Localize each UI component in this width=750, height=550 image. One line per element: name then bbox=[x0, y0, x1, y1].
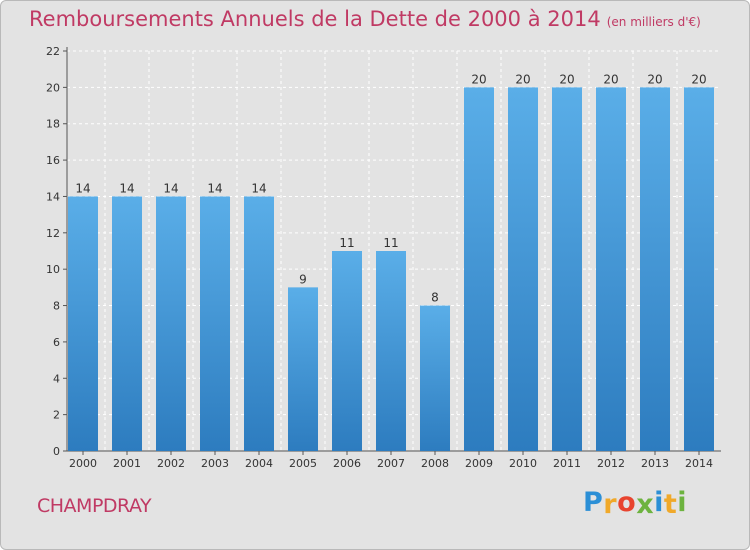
data-label-2005: 9 bbox=[299, 272, 307, 286]
y-tick-label: 18 bbox=[46, 118, 60, 131]
logo-letter: P bbox=[583, 487, 604, 518]
data-label-2011: 20 bbox=[559, 72, 574, 86]
y-tick-label: 12 bbox=[46, 227, 60, 240]
bar-2002 bbox=[156, 196, 186, 451]
bar-2013 bbox=[640, 87, 670, 451]
y-tick-label: 4 bbox=[53, 372, 60, 385]
data-label-2006: 11 bbox=[339, 236, 354, 250]
commune-name: CHAMPDRAY bbox=[37, 495, 152, 517]
data-label-2004: 14 bbox=[251, 181, 266, 195]
chart-title-text: Remboursements Annuels de la Dette de 20… bbox=[29, 7, 601, 31]
bar-2007 bbox=[376, 251, 406, 451]
x-tick-label-2000: 2000 bbox=[69, 457, 97, 470]
y-tick-label: 20 bbox=[46, 81, 60, 94]
x-tick-label-2006: 2006 bbox=[333, 457, 361, 470]
bar-2014 bbox=[684, 87, 714, 451]
x-tick-label-2003: 2003 bbox=[201, 457, 229, 470]
bar-2012 bbox=[596, 87, 626, 451]
data-label-2007: 11 bbox=[383, 236, 398, 250]
bar-2011 bbox=[552, 87, 582, 451]
chart-title: Remboursements Annuels de la Dette de 20… bbox=[29, 7, 701, 31]
bar-2006 bbox=[332, 251, 362, 451]
bar-2009 bbox=[464, 87, 494, 451]
y-tick-label: 8 bbox=[53, 300, 60, 313]
bar-2005 bbox=[288, 287, 318, 451]
y-tick-label: 6 bbox=[53, 336, 60, 349]
bar-2004 bbox=[244, 196, 274, 451]
x-tick-label-2002: 2002 bbox=[157, 457, 185, 470]
data-label-2003: 14 bbox=[207, 181, 222, 195]
y-tick-label: 22 bbox=[46, 45, 60, 58]
x-tick-label-2005: 2005 bbox=[289, 457, 317, 470]
x-tick-label-2007: 2007 bbox=[377, 457, 405, 470]
y-tick-label: 14 bbox=[46, 190, 60, 203]
proxiti-logo[interactable]: Proxiti bbox=[583, 487, 688, 520]
logo-letter: o bbox=[617, 487, 637, 518]
x-tick-label-2014: 2014 bbox=[685, 457, 713, 470]
y-tick-label: 0 bbox=[53, 445, 60, 458]
label-layer: 14 14 14 14 14 9 11 11 8 20 20 20 20 20 20 bbox=[75, 72, 706, 304]
y-tick-label: 2 bbox=[53, 409, 60, 422]
y-tick-label: 10 bbox=[46, 263, 60, 276]
bar-2003 bbox=[200, 196, 230, 451]
data-label-2002: 14 bbox=[163, 181, 178, 195]
chart-unit-label: (en milliers d'€) bbox=[606, 15, 701, 29]
data-label-2009: 20 bbox=[471, 72, 486, 86]
y-tick-label: 16 bbox=[46, 154, 60, 167]
bar-2000 bbox=[68, 196, 98, 451]
bar-2008 bbox=[420, 305, 450, 451]
x-tick-label-2011: 2011 bbox=[553, 457, 581, 470]
axis-layer: 0 2 4 6 8 10 12 14 16 18 20 22 2000 2001 2002 2003 2004 2… bbox=[46, 45, 721, 470]
x-tick-label-2010: 2010 bbox=[509, 457, 537, 470]
logo-letter: x bbox=[636, 489, 655, 520]
data-label-2014: 20 bbox=[691, 72, 706, 86]
data-label-2001: 14 bbox=[119, 181, 134, 195]
x-tick-label-2008: 2008 bbox=[421, 457, 449, 470]
bar-2001 bbox=[112, 196, 142, 451]
data-label-2000: 14 bbox=[75, 181, 90, 195]
x-tick-label-2013: 2013 bbox=[641, 457, 669, 470]
bar-2010 bbox=[508, 87, 538, 451]
data-label-2010: 20 bbox=[515, 72, 530, 86]
x-tick-label-2009: 2009 bbox=[465, 457, 493, 470]
logo-letter: i bbox=[654, 487, 664, 518]
x-tick-label-2001: 2001 bbox=[113, 457, 141, 470]
data-label-2008: 8 bbox=[431, 291, 439, 305]
bar-layer bbox=[68, 87, 714, 451]
logo-letter: i bbox=[677, 487, 688, 518]
x-tick-label-2004: 2004 bbox=[245, 457, 273, 470]
x-tick-label-2012: 2012 bbox=[597, 457, 625, 470]
data-label-2012: 20 bbox=[603, 72, 618, 86]
logo-letter: t bbox=[663, 489, 678, 520]
data-label-2013: 20 bbox=[647, 72, 662, 86]
logo-letter: r bbox=[603, 489, 618, 520]
